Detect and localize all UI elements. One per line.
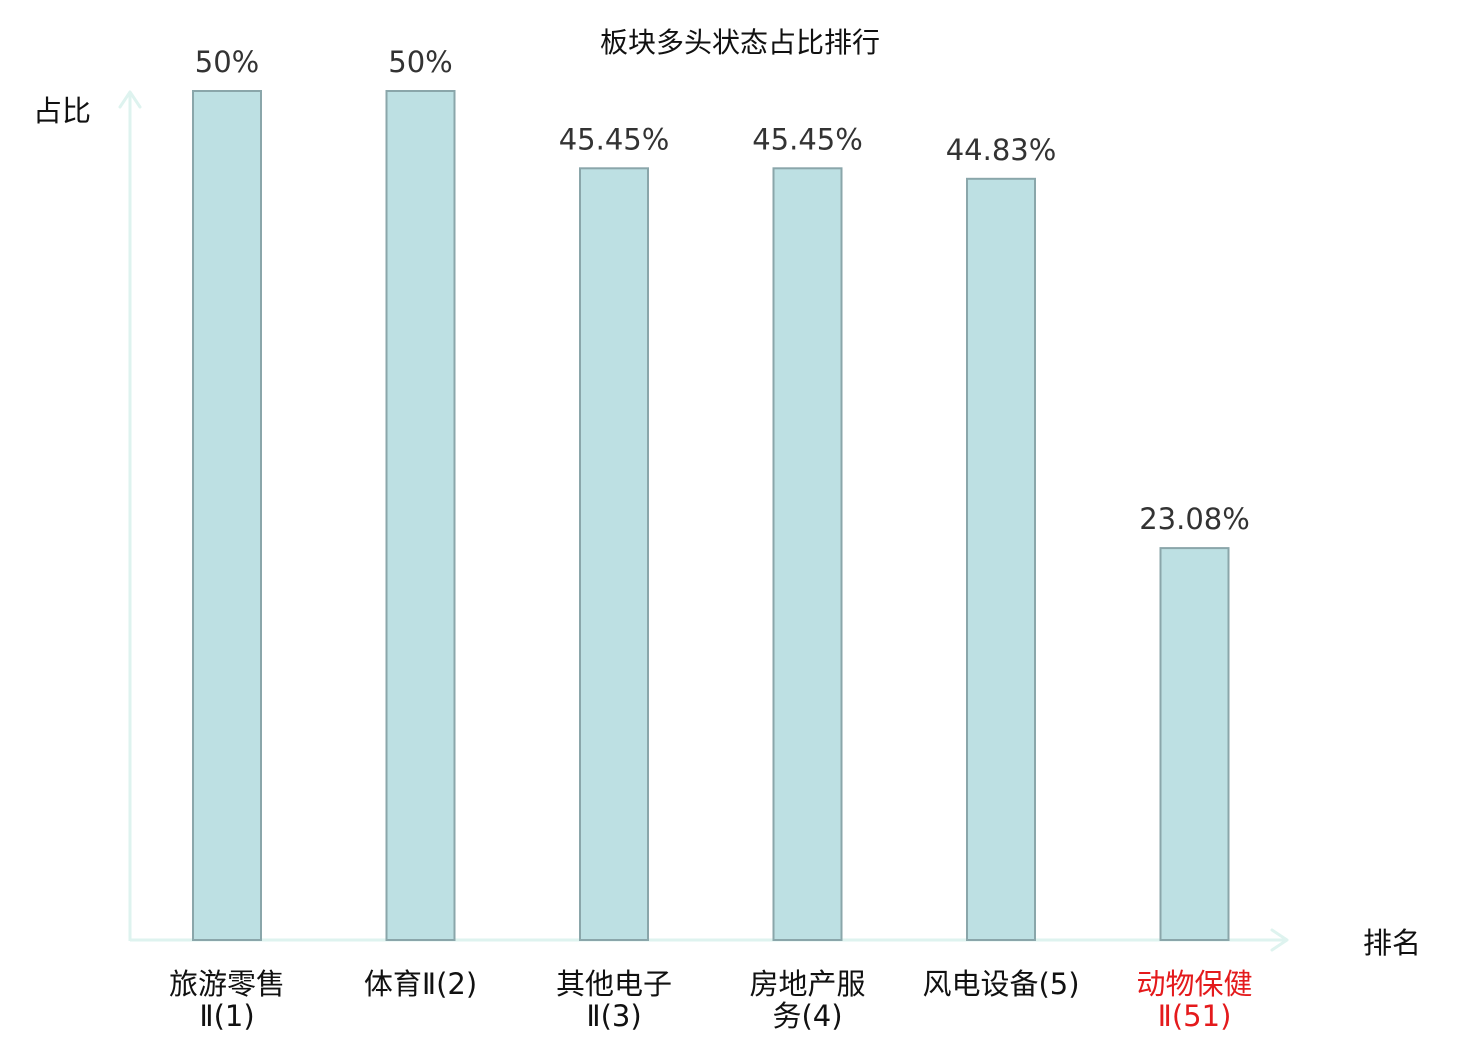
- category-tick-label: 体育Ⅱ(2): [364, 967, 477, 1001]
- category-tick-label-line: 风电设备(5): [922, 967, 1079, 1001]
- axes: [118, 90, 1289, 952]
- bar: [385, 90, 456, 941]
- y-axis-arrow: [118, 90, 142, 109]
- category-tick-label-line: 其他电子: [556, 967, 672, 1001]
- chart-title: 板块多头状态占比排行: [600, 26, 880, 59]
- category-tick-label-line: 房地产服: [749, 967, 865, 1001]
- bars-group: [192, 90, 1230, 942]
- category-labels-group: 旅游零售 Ⅱ(1) 体育Ⅱ(2) 其他电子 Ⅱ(3) 房地产服务(4) 风电设备(5) 动物保…: [169, 967, 1253, 1033]
- category-tick-label-line: 体育Ⅱ(2): [364, 967, 477, 1001]
- category-tick-label-line: Ⅱ(51): [1158, 999, 1232, 1033]
- category-tick-label: 风电设备(5): [922, 967, 1079, 1001]
- bar: [1159, 547, 1230, 941]
- category-tick-label-line: 务(4): [772, 999, 842, 1033]
- x-axis-label: 排名: [1363, 926, 1421, 960]
- category-tick-label-line: 动物保健: [1136, 967, 1252, 1001]
- category-tick-label-line: Ⅱ(3): [586, 999, 641, 1033]
- category-tick-label-line: Ⅱ(1): [199, 999, 254, 1033]
- category-tick-label: 其他电子 Ⅱ(3): [556, 967, 672, 1033]
- bar-value-label: 45.45%: [559, 122, 670, 156]
- category-tick-label: 动物保健 Ⅱ(51): [1136, 967, 1252, 1033]
- bar-value-label: 45.45%: [752, 122, 863, 156]
- category-tick-label: 旅游零售 Ⅱ(1): [169, 967, 285, 1033]
- value-labels-group: 50% 50% 45.45% 45.45% 44.83% 23.08%: [195, 45, 1250, 536]
- category-tick-label: 房地产服务(4): [749, 967, 865, 1033]
- bar: [966, 177, 1036, 942]
- bar: [579, 167, 649, 942]
- x-axis-arrow: [1270, 928, 1289, 952]
- bar-value-label: 44.83%: [946, 133, 1057, 167]
- bar-value-label: 50%: [388, 45, 452, 79]
- bar: [192, 90, 262, 941]
- category-tick-label-line: 旅游零售: [169, 967, 285, 1001]
- bar-value-label: 23.08%: [1139, 502, 1250, 536]
- bar: [772, 167, 843, 942]
- y-axis-label: 占比: [33, 94, 91, 128]
- bar-value-label: 50%: [195, 45, 259, 79]
